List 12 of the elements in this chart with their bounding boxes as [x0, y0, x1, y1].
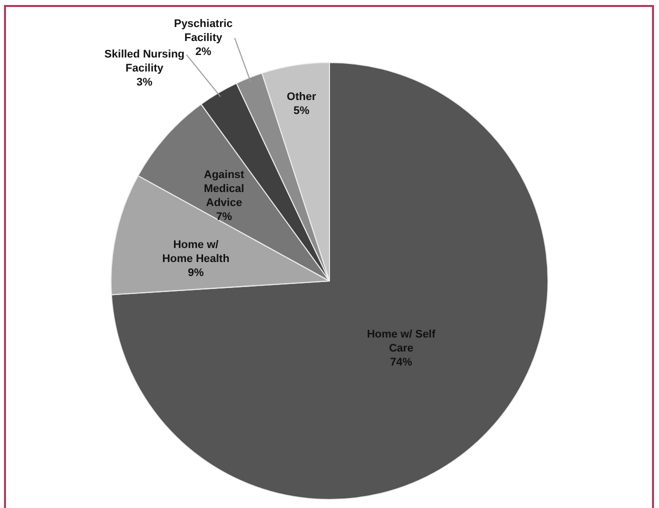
data-label: 2%	[195, 46, 212, 58]
slice-label: Home w/ Home Health	[162, 239, 230, 265]
data-label: 9%	[188, 267, 204, 279]
slice-label: Against Medical Advice	[204, 169, 245, 209]
data-label: 5%	[294, 105, 310, 118]
slice-label: Other	[286, 91, 317, 104]
slice-label: Skilled Nursing Facility	[104, 48, 184, 75]
data-label: 7%	[216, 211, 232, 223]
data-label: 3%	[136, 76, 153, 89]
slice-label: Pyschiatric Facility	[174, 18, 233, 44]
slice-label: Home w/ Self Care	[366, 328, 436, 354]
data-label: 74%	[390, 356, 412, 368]
